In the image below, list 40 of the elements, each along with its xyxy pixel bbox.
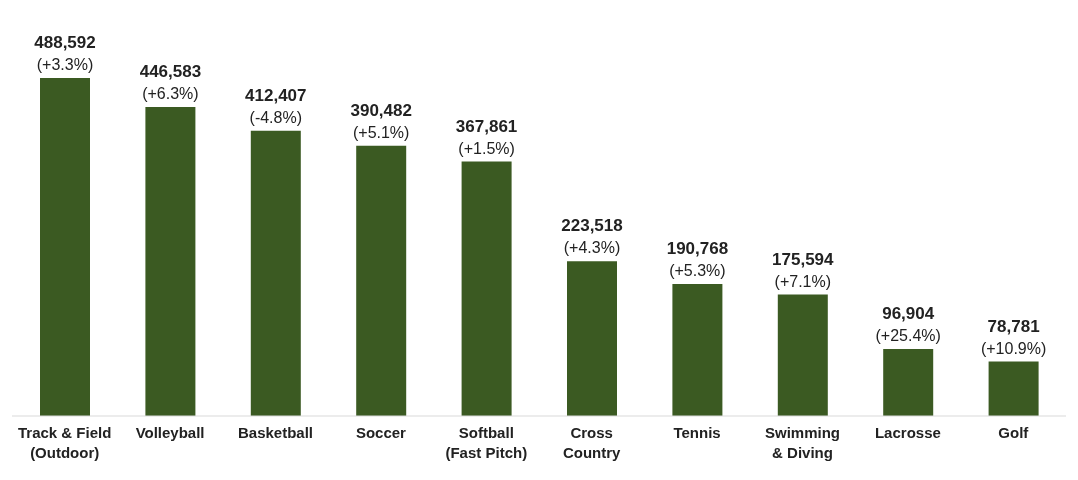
annotation: (+3.3%)	[36, 56, 94, 73]
x-tick-label: Tennis	[673, 424, 721, 441]
data-label: 488,592	[34, 33, 96, 52]
annotation: (+7.1%)	[774, 272, 832, 290]
x-tick-label: Lacrosse	[874, 424, 941, 441]
bar	[145, 107, 196, 416]
annotation: (+4.3%)	[563, 239, 621, 257]
annotation: (+5.1%)	[352, 123, 410, 141]
bar	[567, 261, 617, 416]
annotation: (-4.8%)	[249, 108, 303, 126]
data-label: 446,583	[139, 62, 202, 82]
data-label: 190,768	[666, 239, 729, 259]
bar	[40, 78, 90, 416]
bar	[356, 145, 407, 416]
bar	[461, 161, 512, 416]
x-tick-label: Basketball	[237, 424, 314, 441]
data-label: 223,518	[561, 216, 623, 236]
annotation: (+6.3%)	[142, 85, 199, 103]
x-tick-label: Volleyball	[135, 424, 205, 441]
x-tick-label: Track & Field (Outdoor)	[18, 424, 112, 461]
x-tick-label: Swimming & Diving	[764, 424, 841, 461]
x-tick-label: Softball (Fast Pitch)	[445, 424, 528, 461]
x-tick-label: Golf	[998, 424, 1030, 441]
data-label: 78,781	[987, 316, 1040, 336]
x-tick-label: Cross Country	[562, 424, 622, 461]
annotation: (+10.9%)	[980, 339, 1047, 357]
bar	[672, 284, 723, 416]
data-label: 367,861	[455, 116, 518, 136]
bar	[988, 361, 1039, 416]
data-label: 175,594	[772, 249, 835, 269]
data-label: 390,482	[350, 100, 412, 120]
annotation: (+5.3%)	[669, 262, 726, 280]
annotation: (+1.5%)	[458, 139, 515, 157]
bar	[883, 348, 934, 416]
bar	[777, 294, 828, 416]
bar	[250, 130, 301, 416]
data-label: 96,904	[882, 303, 935, 323]
x-tick-label: Soccer	[355, 424, 407, 441]
annotation: (+25.4%)	[875, 326, 941, 344]
data-label: 412,407	[245, 85, 307, 105]
